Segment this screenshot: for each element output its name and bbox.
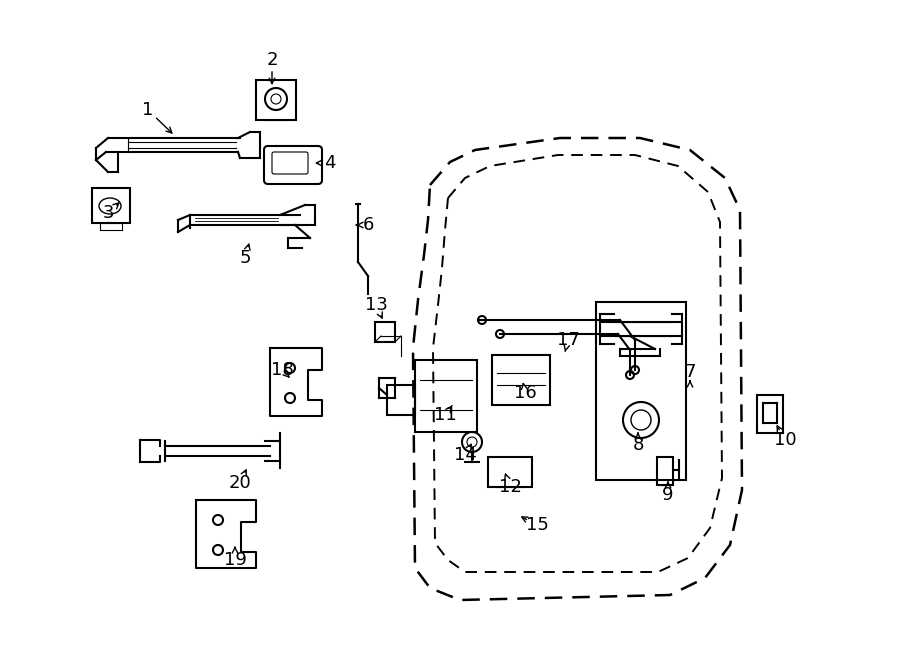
Text: 18: 18 [271, 361, 293, 379]
Text: 14: 14 [454, 446, 476, 464]
Bar [375, 322, 395, 342]
Text: 5: 5 [239, 249, 251, 267]
Text: 19: 19 [223, 551, 247, 569]
Text: 9: 9 [662, 486, 674, 504]
Text: 4: 4 [324, 154, 336, 172]
Bar [657, 457, 673, 485]
Bar [387, 385, 415, 415]
Bar [488, 457, 532, 487]
Bar [415, 360, 477, 432]
Text: 7: 7 [684, 363, 696, 381]
Text: 6: 6 [363, 216, 374, 234]
Text: 3: 3 [103, 204, 113, 222]
Text: 17: 17 [556, 331, 580, 349]
Text: 13: 13 [364, 296, 387, 314]
Text: 1: 1 [142, 101, 154, 119]
Text: 20: 20 [229, 474, 251, 492]
Bar [596, 302, 686, 480]
Bar [92, 188, 130, 223]
Text: 11: 11 [434, 406, 456, 424]
Text: 10: 10 [774, 431, 796, 449]
Text: 12: 12 [499, 478, 521, 496]
Text: 2: 2 [266, 51, 278, 69]
Text: 15: 15 [526, 516, 548, 534]
Text: 16: 16 [514, 384, 536, 402]
Bar [492, 355, 550, 405]
Text: 8: 8 [633, 436, 643, 454]
Bar [256, 80, 296, 120]
